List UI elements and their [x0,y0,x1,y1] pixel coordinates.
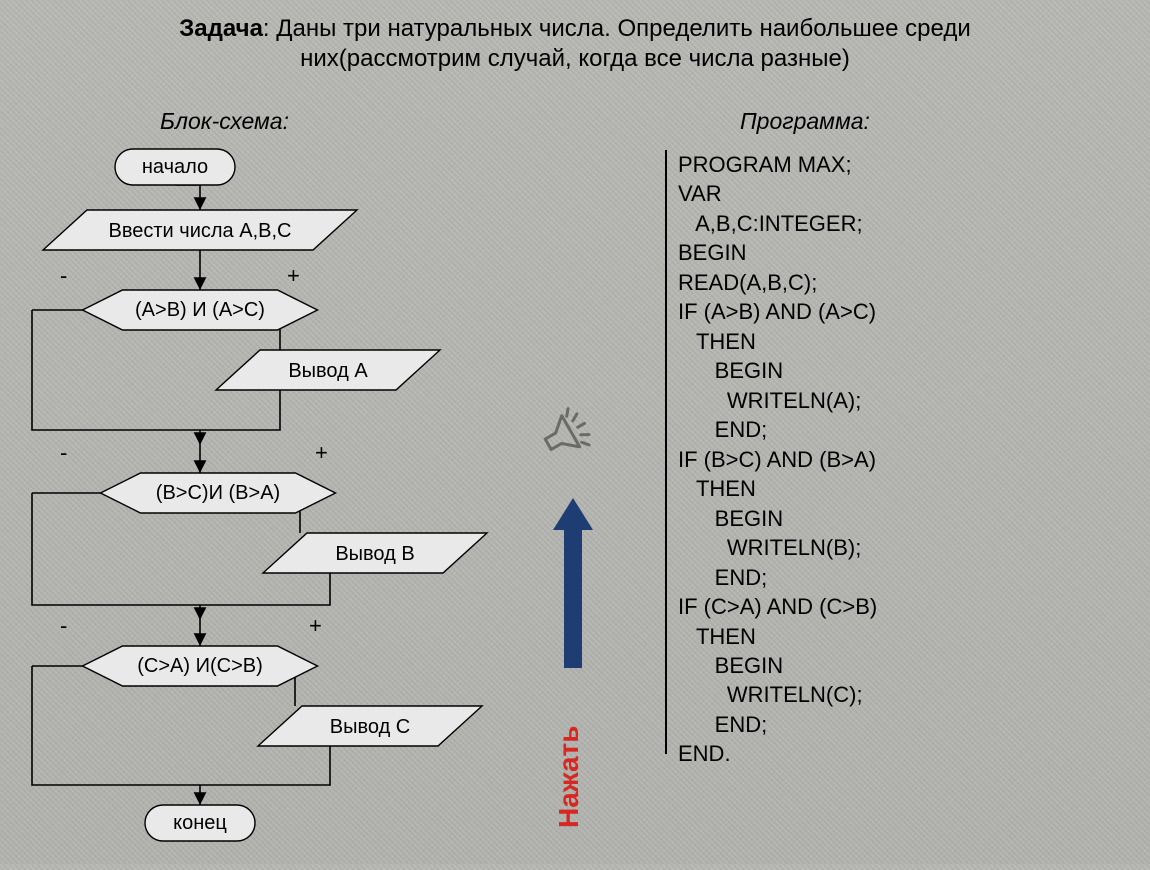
svg-text:(C>A) И(C>B): (C>A) И(C>B) [137,655,263,677]
flowchart: начало Ввести числа A,B,C (A>B) И (A>C) + - В… [0,145,520,865]
svg-text:(A>B) И (A>C): (A>B) И (A>C) [135,299,265,321]
svg-text:Ввести числа A,B,C: Ввести числа A,B,C [109,220,292,242]
svg-text:-: - [60,613,67,638]
svg-text:конец: конец [173,812,227,834]
up-arrow[interactable] [553,498,593,668]
task-heading: Задача: Даны три натуральных числа. Опре… [0,14,1150,74]
svg-text:Вывод A: Вывод A [288,360,368,382]
code-left-rule [665,150,667,754]
program-code: PROGRAM MAX; VAR A,B,C:INTEGER; BEGIN RE… [678,150,877,769]
svg-text:+: + [315,440,328,465]
svg-text:(B>C)И (B>A): (B>C)И (B>A) [156,482,280,504]
press-label[interactable]: Нажать [553,726,585,828]
task-heading-prefix: Задача [179,15,263,42]
task-heading-line2: них(рассмотрим случай, когда все числа р… [300,45,850,72]
svg-text:+: + [287,263,300,288]
svg-text:-: - [60,263,67,288]
flowchart-title: Блок-схема: [160,108,289,135]
svg-text:Вывод B: Вывод B [335,543,414,565]
program-title: Программа: [740,108,870,135]
svg-text:-: - [60,440,67,465]
svg-text:+: + [309,613,322,638]
svg-text:начало: начало [142,156,208,178]
svg-text:Вывод C: Вывод C [330,716,410,738]
speaker-icon[interactable] [530,388,610,468]
task-heading-line1: : Даны три натуральных числа. Определить… [263,15,971,42]
